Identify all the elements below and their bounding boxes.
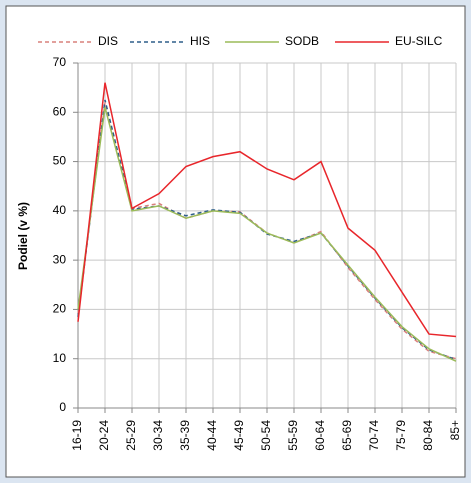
x-tick-label: 55-59 [286,420,300,451]
y-tick-label: 20 [53,302,67,316]
x-tick-label: 45-49 [232,420,246,451]
x-tick-label: 20-24 [97,420,111,451]
y-tick-label: 60 [53,104,67,118]
x-tick-label: 75-79 [394,420,408,451]
y-tick-label: 40 [53,203,67,217]
x-tick-label: 40-44 [205,420,219,451]
y-axis-label: Podiel (v %) [16,202,30,270]
x-tick-label: 35-39 [178,420,192,451]
y-tick-label: 0 [59,400,66,414]
x-tick-label: 60-64 [313,420,327,451]
x-tick-label: 30-34 [151,420,165,451]
chart-area [5,5,466,478]
y-tick-label: 30 [53,252,67,266]
x-tick-label: 16-19 [70,420,84,451]
legend-label: SODB [285,34,319,48]
legend-label: EU-SILC [395,34,443,48]
y-tick-label: 10 [53,351,67,365]
legend-label: HIS [190,34,210,48]
legend-label: DIS [98,34,118,48]
x-tick-label: 80-84 [421,420,435,451]
x-tick-label: 70-74 [367,420,381,451]
series-line [77,107,457,362]
x-tick-label: 50-54 [259,420,273,451]
x-tick-label: 25-29 [124,420,138,451]
y-tick-label: 70 [53,55,67,69]
y-tick-label: 50 [53,154,67,168]
x-tick-label: 65-69 [340,420,354,451]
x-tick-label: 85+ [448,420,462,440]
series-line [77,82,457,338]
